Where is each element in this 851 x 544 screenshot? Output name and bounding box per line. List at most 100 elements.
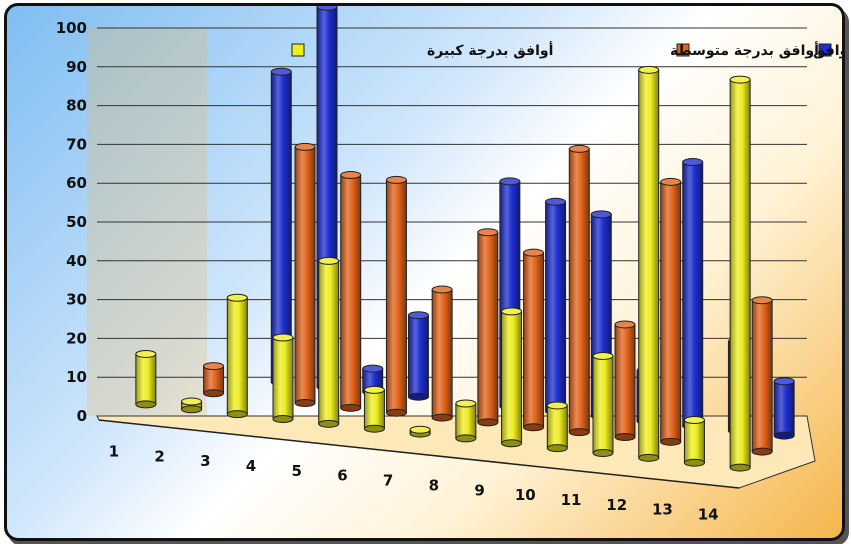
- bar-top: [409, 425, 431, 434]
- bar-3-5: [318, 256, 340, 428]
- legend-label-1: لا أوافق: [813, 41, 842, 59]
- bar-top: [545, 197, 567, 206]
- bar-top: [270, 67, 292, 76]
- y-tick-label: 90: [66, 58, 87, 76]
- bar-top: [203, 362, 225, 371]
- y-tick-label: 10: [66, 368, 87, 386]
- bar-body: [546, 404, 568, 449]
- y-tick-label: 50: [66, 213, 87, 231]
- legend-label-3: أوافق بدرجة كبيرة: [427, 41, 553, 59]
- bar-1-6: [407, 311, 429, 401]
- bar-base: [523, 423, 545, 432]
- bar-body: [773, 380, 795, 437]
- legend-swatch-2: [676, 43, 690, 57]
- bar-top: [523, 248, 545, 257]
- bar-3-8: [455, 399, 477, 443]
- bar-body: [523, 252, 545, 428]
- bar-body: [568, 148, 590, 433]
- bar-2-7: [431, 285, 453, 422]
- bar-top: [181, 397, 203, 406]
- bar-top: [477, 228, 499, 237]
- bar-top: [499, 177, 521, 186]
- bar-2-2: [203, 362, 225, 398]
- bar-3-11: [592, 352, 614, 457]
- bar-base: [407, 392, 429, 401]
- x-tick-label: 10: [515, 486, 536, 504]
- bar-base: [272, 415, 294, 423]
- bar-top: [682, 158, 704, 167]
- bar-body: [660, 181, 682, 443]
- y-tick-label: 20: [66, 329, 87, 347]
- bar-top: [385, 175, 407, 184]
- bar-2-10: [568, 144, 590, 437]
- bar-2-9: [523, 248, 545, 432]
- bar-body: [363, 389, 385, 430]
- bar-body: [638, 69, 660, 459]
- bar-top: [226, 293, 248, 302]
- bar-body: [385, 179, 407, 414]
- x-tick-label: 3: [200, 452, 210, 470]
- bar-2-4: [294, 142, 316, 407]
- bar-body: [431, 289, 453, 419]
- bar-base: [385, 408, 407, 417]
- bar-top: [773, 377, 795, 386]
- bar-2-14: [751, 296, 773, 456]
- bar-top: [568, 144, 590, 153]
- bar-top: [501, 307, 523, 316]
- bar-top: [592, 352, 614, 360]
- legend-label-2: أوافق بدرجة متوسطة: [670, 41, 819, 59]
- bar-body: [407, 314, 429, 398]
- bar-top: [660, 177, 682, 186]
- bar-3-7: [409, 425, 431, 438]
- bar-body: [203, 365, 225, 394]
- bar-body: [751, 299, 773, 453]
- x-tick-label: 12: [606, 496, 627, 514]
- bar-base: [751, 447, 773, 456]
- y-tick-label: 40: [66, 252, 87, 270]
- bar-base: [660, 437, 682, 446]
- bar-top: [318, 256, 340, 265]
- bar-top: [272, 333, 294, 342]
- bar-top: [455, 399, 477, 408]
- x-tick-label: 9: [474, 481, 484, 499]
- bar-top: [638, 65, 660, 74]
- bar-base: [729, 463, 751, 472]
- bar-body: [272, 337, 294, 420]
- bar-body: [729, 79, 751, 469]
- bar-top: [340, 171, 362, 180]
- x-tick-label: 1: [109, 442, 119, 460]
- bar-base: [363, 424, 385, 433]
- bar-body: [340, 174, 362, 409]
- bar-3-14: [729, 75, 751, 472]
- bar-body: [683, 419, 705, 464]
- bar-2-5: [340, 171, 362, 412]
- x-tick-label: 11: [561, 491, 582, 509]
- bar-3-2: [181, 397, 203, 414]
- x-tick-label: 7: [383, 472, 393, 490]
- bar-base: [340, 403, 362, 412]
- y-tick-label: 100: [56, 19, 87, 37]
- bar-3-6: [363, 385, 385, 433]
- bar-3-1: [135, 349, 157, 409]
- legend-swatch-3: [291, 43, 305, 57]
- bar-body: [592, 355, 614, 454]
- x-tick-label: 14: [698, 506, 719, 524]
- bar-body: [226, 297, 248, 415]
- bar-3-9: [501, 307, 523, 448]
- y-tick-label: 0: [77, 407, 87, 425]
- bar-base: [614, 433, 636, 441]
- bar-body: [682, 161, 704, 427]
- bar-1-9: [545, 197, 567, 416]
- bar-base: [431, 413, 453, 422]
- bar-top: [751, 296, 773, 305]
- y-tick-label: 60: [66, 174, 87, 192]
- bar-base: [683, 458, 705, 467]
- bar-1-12: [682, 158, 704, 430]
- x-tick-label: 5: [291, 462, 301, 480]
- bar-1-14: [773, 377, 795, 440]
- bar-body: [455, 403, 477, 439]
- bar-base: [294, 399, 316, 407]
- bar-3-3: [226, 293, 248, 419]
- bar-top: [683, 416, 705, 425]
- y-tick-label: 30: [66, 291, 87, 309]
